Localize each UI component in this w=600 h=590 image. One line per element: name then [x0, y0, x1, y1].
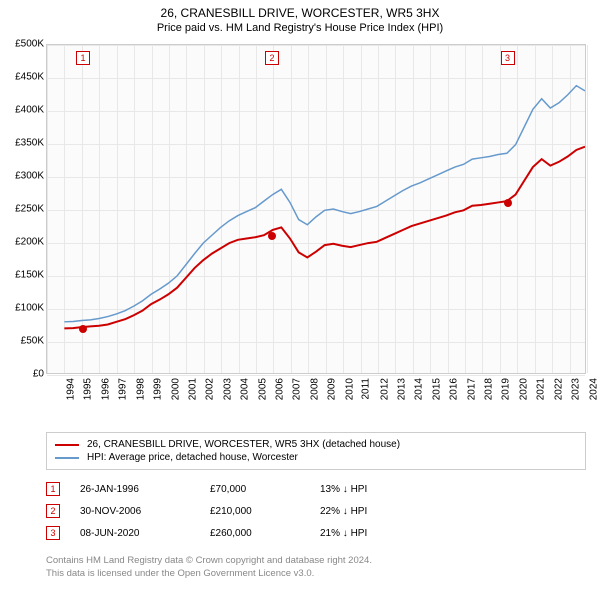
x-axis-label: 2020 [518, 378, 529, 400]
x-axis-label: 2004 [239, 378, 250, 400]
y-axis-label: £50K [21, 336, 44, 347]
gridline-h [47, 375, 585, 376]
transaction-point [268, 232, 276, 240]
y-axis-label: £100K [15, 303, 44, 314]
legend-swatch [55, 457, 79, 459]
txn-marker-icon: 3 [46, 526, 60, 540]
x-axis-label: 2018 [483, 378, 494, 400]
x-axis-label: 2019 [501, 378, 512, 400]
chart-lines [47, 45, 585, 373]
x-axis-label: 1999 [152, 378, 163, 400]
x-axis-label: 2006 [274, 378, 285, 400]
x-axis-label: 1996 [100, 378, 111, 400]
txn-price: £70,000 [210, 484, 300, 495]
txn-delta: 22% ↓ HPI [320, 506, 420, 517]
x-axis-label: 1997 [118, 378, 129, 400]
x-axis-label: 2021 [536, 378, 547, 400]
y-axis-label: £300K [15, 171, 44, 182]
table-row: 1 26-JAN-1996 £70,000 13% ↓ HPI [46, 478, 586, 500]
x-axis-label: 2011 [361, 378, 372, 400]
gridline-v [587, 45, 588, 373]
x-axis-label: 2003 [222, 378, 233, 400]
txn-delta: 13% ↓ HPI [320, 484, 420, 495]
x-axis-label: 2005 [257, 378, 268, 400]
x-axis-label: 2002 [205, 378, 216, 400]
legend-label: 26, CRANESBILL DRIVE, WORCESTER, WR5 3HX… [87, 439, 400, 450]
x-axis-label: 2023 [570, 378, 581, 400]
txn-marker-icon: 1 [46, 482, 60, 496]
y-axis-label: £250K [15, 204, 44, 215]
transaction-marker: 2 [265, 51, 279, 65]
txn-marker-icon: 2 [46, 504, 60, 518]
footer-line: This data is licensed under the Open Gov… [46, 567, 372, 580]
table-row: 3 08-JUN-2020 £260,000 21% ↓ HPI [46, 522, 586, 544]
transaction-point [504, 199, 512, 207]
chart-title: 26, CRANESBILL DRIVE, WORCESTER, WR5 3HX [0, 0, 600, 20]
x-axis-label: 2000 [170, 378, 181, 400]
txn-price: £210,000 [210, 506, 300, 517]
y-axis-label: £0 [33, 369, 44, 380]
x-axis-label: 2009 [327, 378, 338, 400]
x-axis-label: 2012 [379, 378, 390, 400]
legend-label: HPI: Average price, detached house, Worc… [87, 452, 298, 463]
x-axis-label: 1995 [83, 378, 94, 400]
x-axis-label: 2017 [466, 378, 477, 400]
txn-date: 26-JAN-1996 [80, 484, 190, 495]
legend-swatch [55, 444, 79, 446]
y-axis-label: £150K [15, 270, 44, 281]
y-axis-label: £400K [15, 105, 44, 116]
legend-item: 26, CRANESBILL DRIVE, WORCESTER, WR5 3HX… [55, 438, 577, 451]
chart-container: 26, CRANESBILL DRIVE, WORCESTER, WR5 3HX… [0, 0, 600, 590]
chart-plot-area: 1 2 3 [46, 44, 586, 374]
x-axis-label: 1994 [65, 378, 76, 400]
x-axis-label: 2014 [414, 378, 425, 400]
txn-date: 08-JUN-2020 [80, 528, 190, 539]
txn-delta: 21% ↓ HPI [320, 528, 420, 539]
x-axis-label: 2010 [344, 378, 355, 400]
transaction-table: 1 26-JAN-1996 £70,000 13% ↓ HPI 2 30-NOV… [46, 478, 586, 544]
y-axis-label: £500K [15, 39, 44, 50]
transaction-marker: 1 [76, 51, 90, 65]
x-axis-label: 2008 [309, 378, 320, 400]
y-axis-label: £450K [15, 72, 44, 83]
footer-attribution: Contains HM Land Registry data © Crown c… [46, 554, 372, 581]
legend-item: HPI: Average price, detached house, Worc… [55, 451, 577, 464]
transaction-point [79, 325, 87, 333]
table-row: 2 30-NOV-2006 £210,000 22% ↓ HPI [46, 500, 586, 522]
txn-price: £260,000 [210, 528, 300, 539]
x-axis-label: 2016 [448, 378, 459, 400]
legend: 26, CRANESBILL DRIVE, WORCESTER, WR5 3HX… [46, 432, 586, 470]
footer-line: Contains HM Land Registry data © Crown c… [46, 554, 372, 567]
x-axis-label: 2013 [396, 378, 407, 400]
x-axis-label: 2024 [588, 378, 599, 400]
x-axis-label: 2001 [187, 378, 198, 400]
y-axis-label: £350K [15, 138, 44, 149]
x-axis-label: 2015 [431, 378, 442, 400]
x-axis-label: 1998 [135, 378, 146, 400]
y-axis-label: £200K [15, 237, 44, 248]
x-axis-label: 2007 [292, 378, 303, 400]
txn-date: 30-NOV-2006 [80, 506, 190, 517]
chart-subtitle: Price paid vs. HM Land Registry's House … [0, 20, 600, 34]
x-axis-label: 2022 [553, 378, 564, 400]
transaction-marker: 3 [501, 51, 515, 65]
